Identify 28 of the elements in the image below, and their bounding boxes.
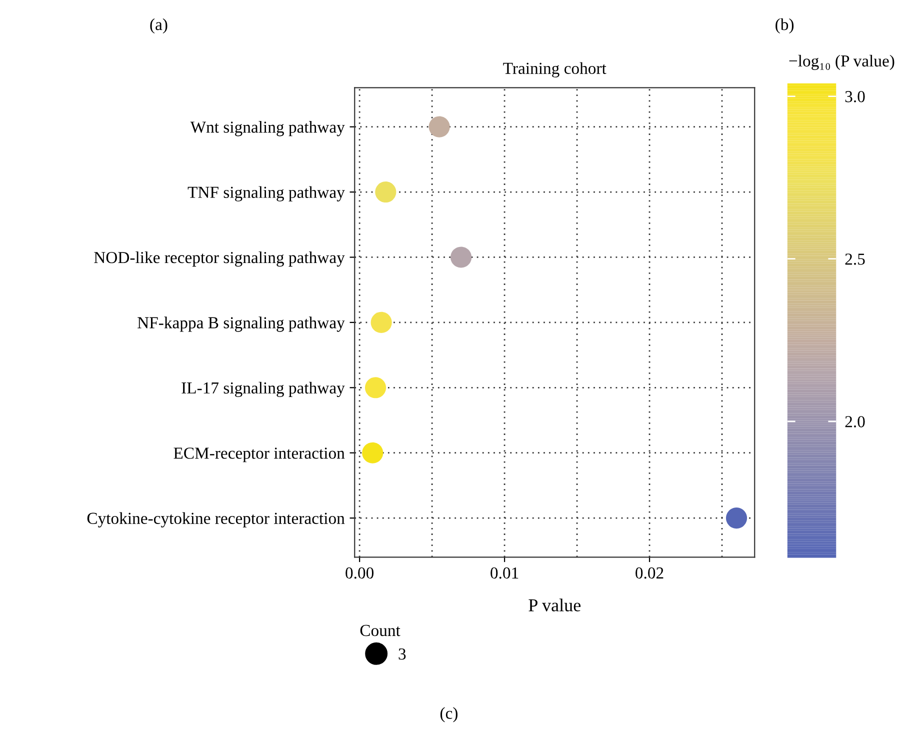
x-tick-label: 0.02: [636, 567, 664, 579]
x-tick-label: 0.00: [346, 567, 374, 579]
point: [450, 246, 472, 268]
text: (a): [150, 18, 168, 34]
y-tick-label: Wnt signaling pathway: [190, 121, 345, 136]
point: [364, 377, 386, 398]
y-tick-label: NF-kappa B signaling pathway: [138, 316, 345, 332]
text: (b): [776, 18, 794, 34]
text: (c): [440, 707, 458, 722]
y-tick-label: Cytokine-cytokine receptor interaction: [87, 512, 345, 528]
color-bar-title: −log₁₀ (P value): [789, 54, 894, 70]
y-tick-label: NOD-like receptor signaling pathway: [94, 251, 345, 267]
point: [726, 508, 748, 529]
point: [375, 181, 396, 203]
color-bar-label: 3.0: [845, 90, 865, 102]
color-bar-label: 2.5: [845, 254, 865, 265]
y-tick-label: IL-17 signaling pathway: [182, 382, 345, 398]
y-tick-label: TNF signaling pathway: [188, 186, 345, 202]
chart-title: Training cohort: [503, 62, 606, 78]
point: [428, 116, 450, 138]
x-axis-title: P value: [528, 598, 580, 612]
color-bar-label: 2.0: [845, 416, 865, 428]
legend-title: Count: [360, 624, 400, 636]
point: [362, 442, 384, 464]
y-tick-label: ECM-receptor interaction: [174, 448, 345, 462]
point: [370, 312, 392, 333]
legend-label: 3: [398, 648, 406, 660]
x-tick-label: 0.01: [490, 567, 518, 579]
